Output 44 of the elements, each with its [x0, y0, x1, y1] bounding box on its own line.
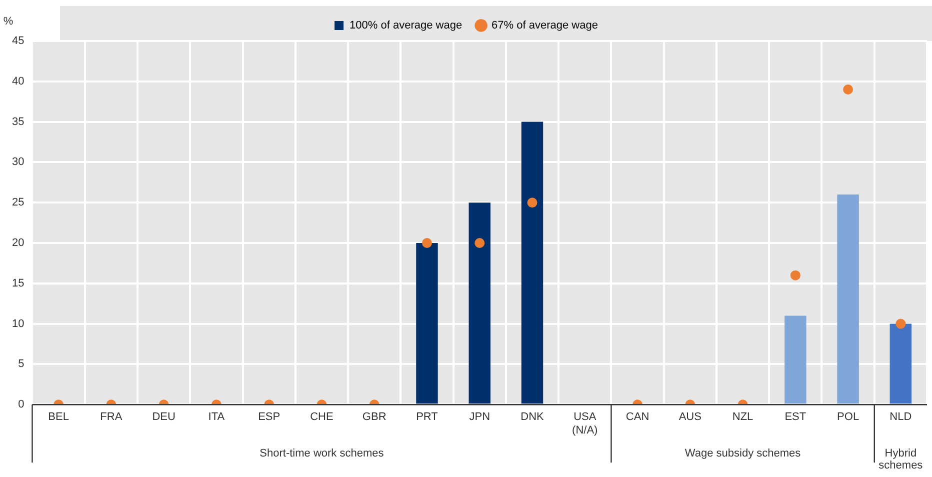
bar	[837, 194, 859, 404]
y-tick-label: 45	[12, 35, 24, 48]
x-tick-label: CAN	[626, 411, 650, 424]
y-tick-label: 20	[12, 237, 24, 250]
y-axis-title: %	[3, 16, 14, 28]
y-tick-label: 25	[12, 196, 24, 209]
bar	[468, 202, 490, 404]
x-tick-label: USA (N/A)	[572, 411, 598, 436]
x-tick-label: DNK	[520, 411, 545, 424]
x-tick-label: DEU	[152, 411, 176, 424]
y-tick-label: 30	[12, 156, 24, 168]
x-tick-label: POL	[837, 411, 860, 424]
bar	[890, 324, 912, 404]
y-tick-label: 10	[12, 318, 24, 330]
y-tick-label: 15	[12, 277, 24, 290]
x-tick-label: EST	[784, 411, 806, 424]
x-tick-label: GBR	[362, 411, 386, 424]
legend-label: 100% of average wage	[350, 20, 462, 32]
point	[527, 198, 538, 208]
point	[790, 270, 800, 280]
x-tick-label: FRA	[100, 411, 123, 424]
x-tick-label: JPN	[469, 411, 490, 424]
x-tick-label: BEL	[48, 411, 69, 424]
x-tick-label: PRT	[416, 411, 438, 424]
point	[474, 238, 485, 248]
y-tick-label: 40	[12, 75, 24, 88]
x-tick-label: NZL	[732, 411, 754, 424]
text: Hybrid schemes	[878, 448, 924, 472]
y-tick-label: 5	[18, 358, 24, 370]
y-tick-label: 35	[12, 116, 24, 128]
x-tick-label: ESP	[258, 411, 280, 424]
x-tick-label: NLD	[890, 411, 912, 424]
x-tick-label: CHE	[310, 411, 334, 424]
bar	[784, 316, 806, 404]
point	[422, 238, 432, 248]
legend-label: 67% of average wage	[492, 20, 598, 32]
text: Short-time work schemes	[260, 448, 384, 460]
bar	[521, 122, 544, 404]
x-tick-label: ITA	[208, 411, 226, 424]
text: Wage subsidy schemes	[684, 448, 802, 460]
y-tick-label: 0	[18, 398, 24, 411]
bar	[416, 243, 438, 404]
point	[896, 318, 906, 329]
x-tick-label: AUS	[678, 411, 702, 424]
